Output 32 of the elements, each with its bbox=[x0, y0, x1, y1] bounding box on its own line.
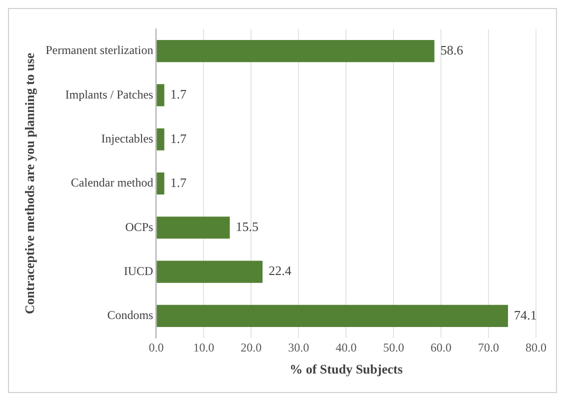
y-axis-title: Contraceptive methods are you planning to use bbox=[22, 52, 38, 314]
x-tick-label: 60.0 bbox=[430, 340, 452, 354]
data-label: 74.1 bbox=[514, 307, 537, 322]
data-label: 1.7 bbox=[170, 174, 188, 190]
data-label: 22.4 bbox=[268, 263, 292, 278]
data-label: 1.7 bbox=[170, 130, 188, 146]
bar bbox=[156, 216, 230, 239]
bar bbox=[156, 128, 164, 150]
x-tick-label: 20.0 bbox=[240, 340, 262, 354]
y-tick-label: Calendar method bbox=[70, 176, 154, 190]
y-tick-label: Injectables bbox=[101, 132, 154, 146]
y-tick-label: IUCD bbox=[124, 264, 154, 278]
x-tick-label: 0.0 bbox=[148, 340, 164, 354]
x-tick-label: 30.0 bbox=[288, 340, 310, 354]
y-tick-label: Permanent sterlization bbox=[46, 43, 154, 58]
x-tick-label: 40.0 bbox=[336, 340, 357, 354]
bar bbox=[156, 260, 263, 283]
x-tick-label: 50.0 bbox=[383, 340, 404, 354]
bar bbox=[156, 40, 434, 62]
x-tick-label: 10.0 bbox=[193, 340, 214, 354]
y-tick-label: Implants / Patches bbox=[65, 87, 154, 102]
bar bbox=[156, 172, 164, 195]
x-tick-label: 80.0 bbox=[526, 340, 546, 354]
x-axis-title: % of Study Subjects bbox=[290, 362, 403, 377]
x-tick-label: 70.0 bbox=[478, 340, 500, 354]
bar bbox=[156, 304, 508, 327]
y-tick-label: OCPs bbox=[125, 220, 154, 234]
y-tick-label: Condoms bbox=[107, 308, 154, 322]
data-label: 15.5 bbox=[236, 219, 259, 234]
data-label: 58.6 bbox=[440, 42, 464, 58]
bar bbox=[156, 84, 164, 106]
data-label: 1.7 bbox=[170, 86, 188, 102]
